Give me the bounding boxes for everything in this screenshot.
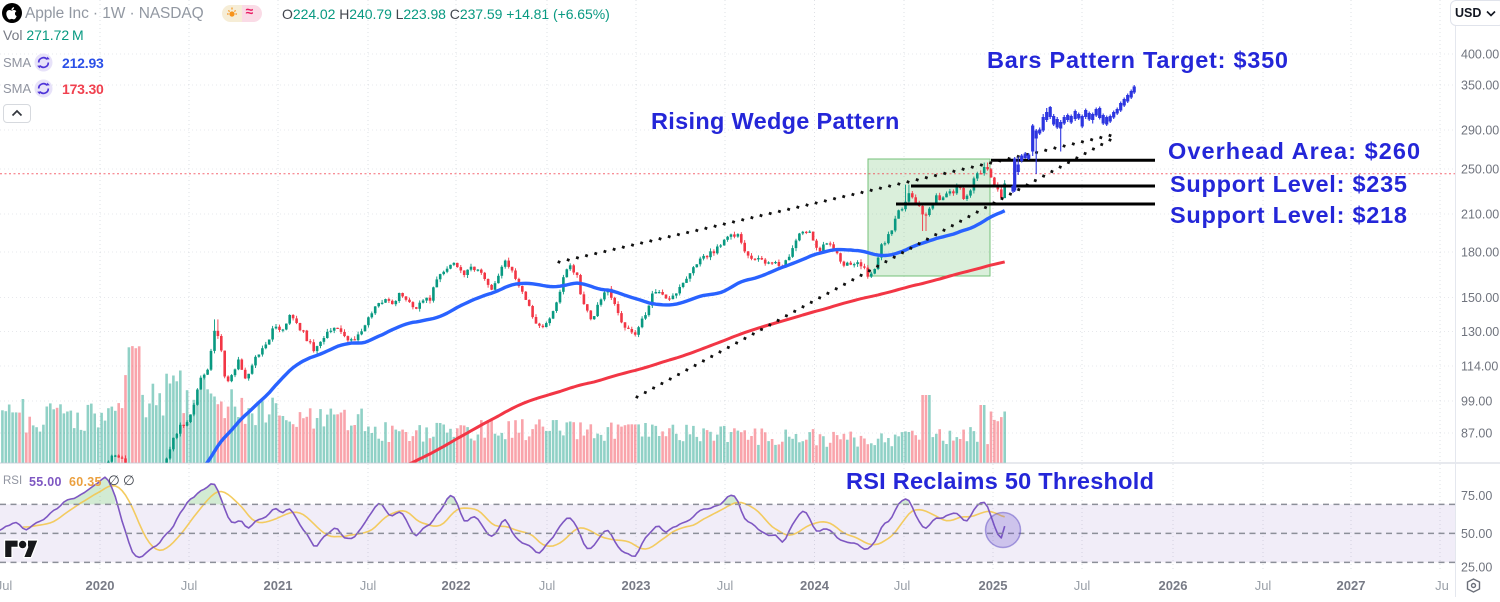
svg-text:400.00: 400.00: [1461, 48, 1499, 62]
svg-text:Jul: Jul: [894, 578, 911, 593]
svg-text:2026: 2026: [1159, 578, 1188, 593]
svg-text:Jul: Jul: [0, 578, 12, 593]
svg-text:2023: 2023: [622, 578, 651, 593]
svg-text:Jul: Jul: [360, 578, 377, 593]
svg-text:2020: 2020: [86, 578, 115, 593]
svg-text:114.00: 114.00: [1461, 360, 1498, 374]
svg-text:99.00: 99.00: [1461, 395, 1492, 409]
svg-text:130.00: 130.00: [1461, 325, 1499, 339]
svg-text:2024: 2024: [800, 578, 830, 593]
svg-text:2021: 2021: [264, 578, 293, 593]
svg-text:Jul: Jul: [539, 578, 556, 593]
svg-text:25.00: 25.00: [1461, 561, 1492, 575]
svg-text:2022: 2022: [442, 578, 471, 593]
svg-text:290.00: 290.00: [1461, 124, 1499, 138]
svg-text:210.00: 210.00: [1461, 208, 1499, 222]
svg-text:Jul: Jul: [1255, 578, 1272, 593]
svg-text:75.00: 75.00: [1461, 489, 1492, 503]
svg-text:250.00: 250.00: [1461, 163, 1499, 177]
svg-text:180.00: 180.00: [1461, 246, 1499, 260]
svg-text:Ju: Ju: [1435, 578, 1449, 593]
svg-text:Jul: Jul: [1074, 578, 1091, 593]
svg-text:50.00: 50.00: [1461, 527, 1492, 541]
svg-text:2025: 2025: [979, 578, 1008, 593]
svg-text:2027: 2027: [1337, 578, 1366, 593]
svg-text:Jul: Jul: [717, 578, 734, 593]
svg-text:87.00: 87.00: [1461, 427, 1492, 441]
svg-text:150.00: 150.00: [1461, 291, 1499, 305]
svg-text:Jul: Jul: [181, 578, 198, 593]
svg-text:350.00: 350.00: [1461, 79, 1499, 93]
